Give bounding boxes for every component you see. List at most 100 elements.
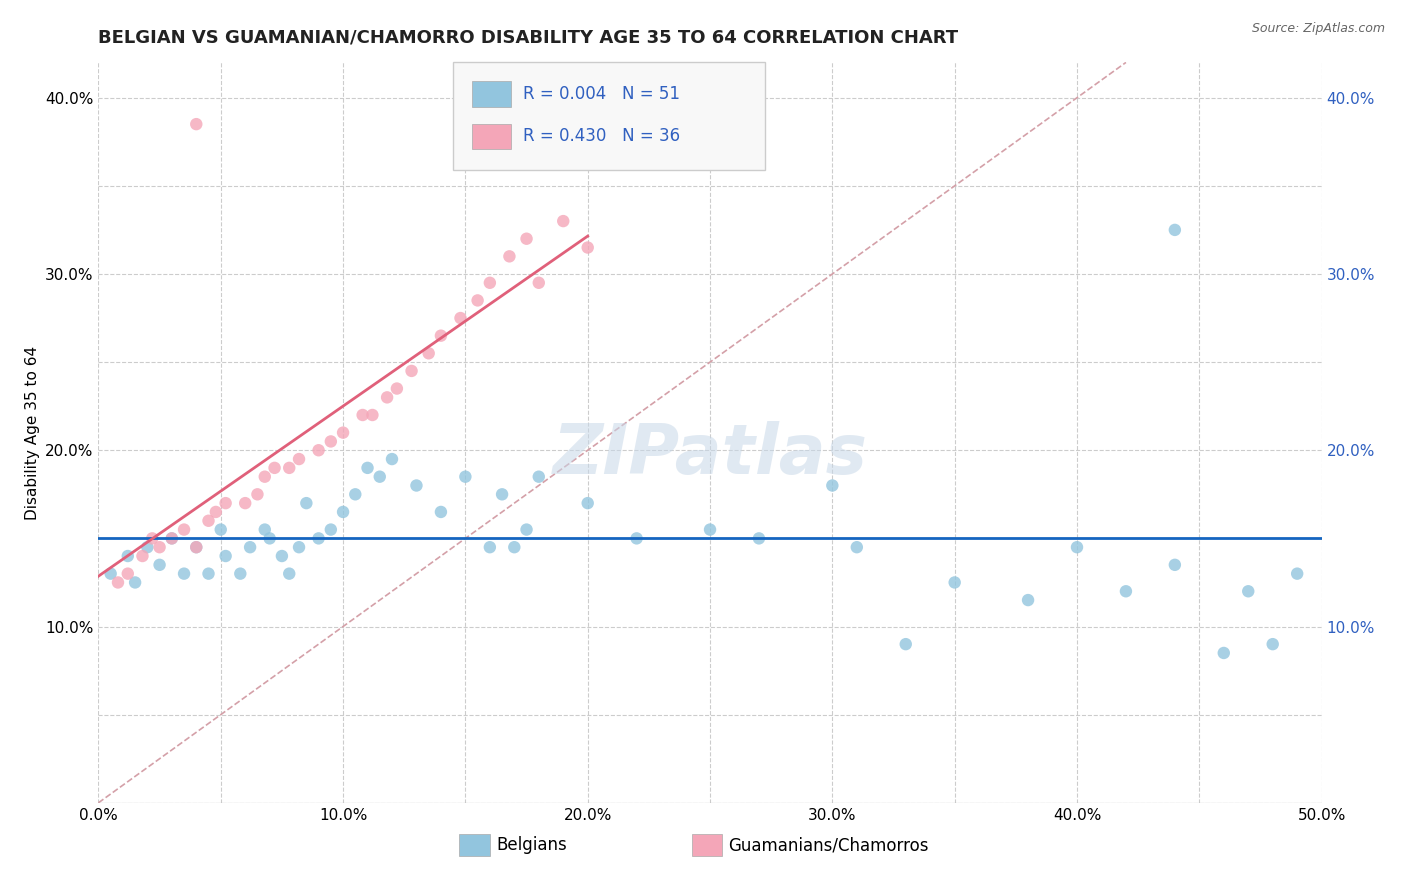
Point [894, 637, 917, 651]
Point [253, 469, 276, 483]
Point [821, 478, 844, 492]
Point [1286, 566, 1309, 581]
Point [160, 532, 183, 546]
Point [117, 566, 139, 581]
Point [141, 532, 163, 546]
Point [186, 540, 208, 554]
Point [263, 461, 285, 475]
Point [209, 523, 232, 537]
Point [246, 487, 269, 501]
Point [430, 328, 453, 343]
Point [319, 523, 342, 537]
Point [418, 346, 440, 360]
Bar [460, 834, 489, 856]
Point [308, 443, 330, 458]
Point [107, 575, 129, 590]
Point [385, 382, 408, 396]
Text: ZIPatlas: ZIPatlas [553, 421, 868, 488]
Text: R = 0.430   N = 36: R = 0.430 N = 36 [523, 128, 681, 145]
Point [405, 478, 427, 492]
Point [1066, 540, 1088, 554]
Text: Source: ZipAtlas.com: Source: ZipAtlas.com [1251, 22, 1385, 36]
Point [467, 293, 489, 308]
Point [308, 532, 330, 546]
Point [100, 566, 122, 581]
Point [1212, 646, 1234, 660]
Point [498, 249, 520, 263]
Text: Belgians: Belgians [496, 836, 567, 854]
Point [361, 408, 384, 422]
Point [352, 408, 374, 422]
Y-axis label: Disability Age 35 to 64: Disability Age 35 to 64 [24, 345, 39, 520]
Point [136, 540, 159, 554]
Point [186, 117, 208, 131]
Point [515, 523, 537, 537]
Point [1164, 558, 1187, 572]
Point [515, 232, 537, 246]
Point [124, 575, 146, 590]
Text: BELGIAN VS GUAMANIAN/CHAMORRO DISABILITY AGE 35 TO 64 CORRELATION CHART: BELGIAN VS GUAMANIAN/CHAMORRO DISABILITY… [98, 29, 959, 47]
Point [356, 461, 378, 475]
Point [553, 214, 575, 228]
Point [214, 549, 236, 563]
Point [478, 276, 501, 290]
Point [319, 434, 342, 449]
Point [1115, 584, 1137, 599]
Point [278, 461, 301, 475]
Point [295, 496, 318, 510]
Point [332, 425, 354, 440]
Point [1017, 593, 1039, 607]
Point [491, 487, 513, 501]
Point [527, 469, 550, 483]
Point [368, 469, 391, 483]
Point [253, 523, 276, 537]
Point [503, 540, 526, 554]
Point [1237, 584, 1260, 599]
Point [233, 496, 256, 510]
Point [626, 532, 648, 546]
Point [117, 549, 139, 563]
Point [699, 523, 721, 537]
Point [149, 540, 172, 554]
Point [450, 311, 472, 326]
Point [527, 276, 550, 290]
FancyBboxPatch shape [453, 62, 765, 169]
Point [131, 549, 153, 563]
Point [344, 487, 367, 501]
Point [748, 532, 770, 546]
Point [381, 452, 404, 467]
Point [205, 505, 228, 519]
Point [943, 575, 966, 590]
Point [332, 505, 354, 519]
Point [845, 540, 868, 554]
Point [1164, 223, 1187, 237]
Point [278, 566, 301, 581]
Point [197, 566, 219, 581]
Point [401, 364, 423, 378]
Point [478, 540, 501, 554]
Point [454, 469, 477, 483]
Bar [692, 834, 723, 856]
Point [375, 390, 398, 404]
Text: R = 0.004   N = 51: R = 0.004 N = 51 [523, 86, 681, 103]
Point [160, 532, 183, 546]
Point [430, 505, 453, 519]
Bar [471, 123, 510, 150]
Point [270, 549, 294, 563]
Point [229, 566, 252, 581]
Point [214, 496, 236, 510]
Point [173, 523, 195, 537]
Point [1261, 637, 1284, 651]
Text: Guamanians/Chamorros: Guamanians/Chamorros [728, 836, 929, 854]
Point [576, 496, 599, 510]
Point [259, 532, 281, 546]
Point [197, 514, 219, 528]
Point [239, 540, 262, 554]
Point [173, 566, 195, 581]
Point [576, 240, 599, 255]
Point [149, 558, 172, 572]
Point [288, 540, 311, 554]
Point [186, 540, 208, 554]
Bar [471, 81, 510, 107]
Point [288, 452, 311, 467]
